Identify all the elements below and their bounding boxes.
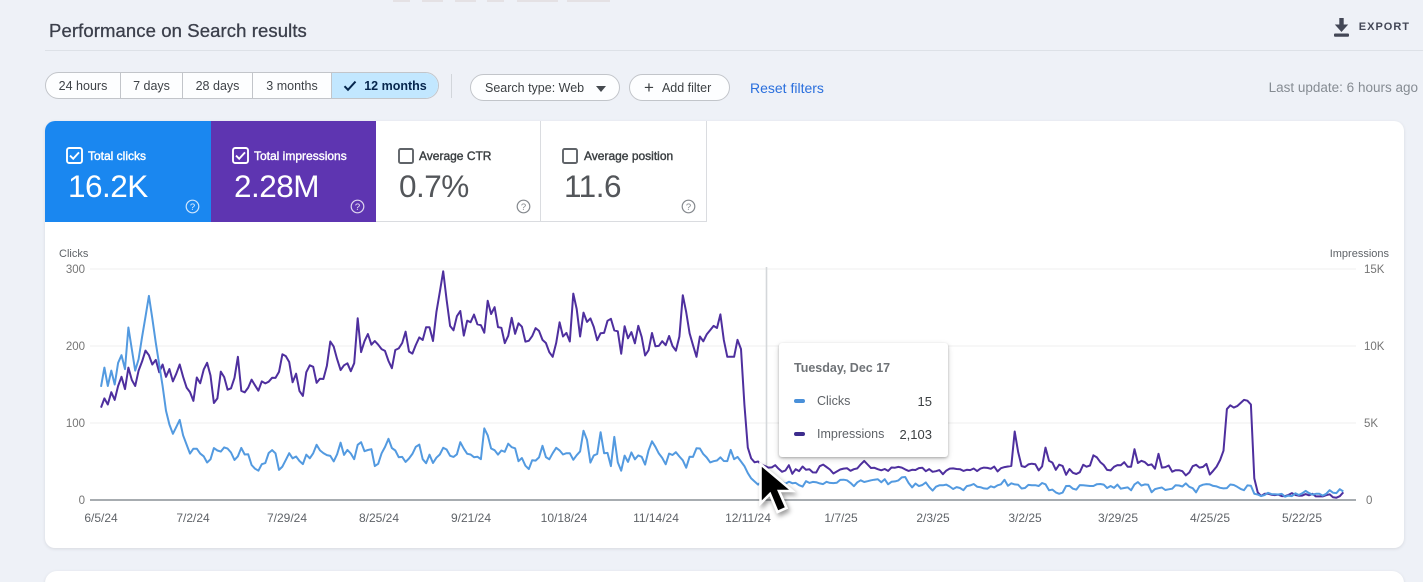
svg-text:10K: 10K (1364, 341, 1385, 353)
svg-text:1/7/25: 1/7/25 (824, 511, 858, 525)
svg-text:2/3/25: 2/3/25 (916, 511, 950, 525)
svg-text:3/2/25: 3/2/25 (1008, 511, 1042, 525)
svg-text:6/5/24: 6/5/24 (84, 511, 118, 525)
svg-text:8/25/24: 8/25/24 (359, 511, 399, 525)
svg-text:0: 0 (1366, 495, 1372, 507)
svg-text:9/21/24: 9/21/24 (451, 511, 491, 525)
svg-text:?: ? (521, 202, 526, 213)
svg-text:12/11/24: 12/11/24 (725, 511, 771, 525)
svg-text:7/2/24: 7/2/24 (176, 511, 210, 525)
svg-text:100: 100 (66, 418, 85, 430)
svg-text:Clicks: Clicks (59, 248, 89, 260)
svg-text:3/29/25: 3/29/25 (1098, 511, 1138, 525)
svg-text:10/18/24: 10/18/24 (541, 511, 588, 525)
svg-text:7/29/24: 7/29/24 (267, 511, 307, 525)
svg-text:200: 200 (66, 341, 85, 353)
svg-text:5/22/25: 5/22/25 (1282, 511, 1322, 525)
svg-text:4/25/25: 4/25/25 (1190, 511, 1230, 525)
svg-text:Impressions: Impressions (1330, 248, 1390, 260)
svg-text:11/14/24: 11/14/24 (633, 511, 679, 525)
svg-text:0: 0 (79, 495, 85, 507)
svg-text:300: 300 (66, 264, 85, 276)
svg-text:?: ? (355, 202, 360, 213)
svg-text:?: ? (190, 202, 195, 213)
svg-text:?: ? (686, 202, 691, 213)
svg-text:5K: 5K (1364, 418, 1378, 430)
svg-text:15K: 15K (1364, 264, 1385, 276)
